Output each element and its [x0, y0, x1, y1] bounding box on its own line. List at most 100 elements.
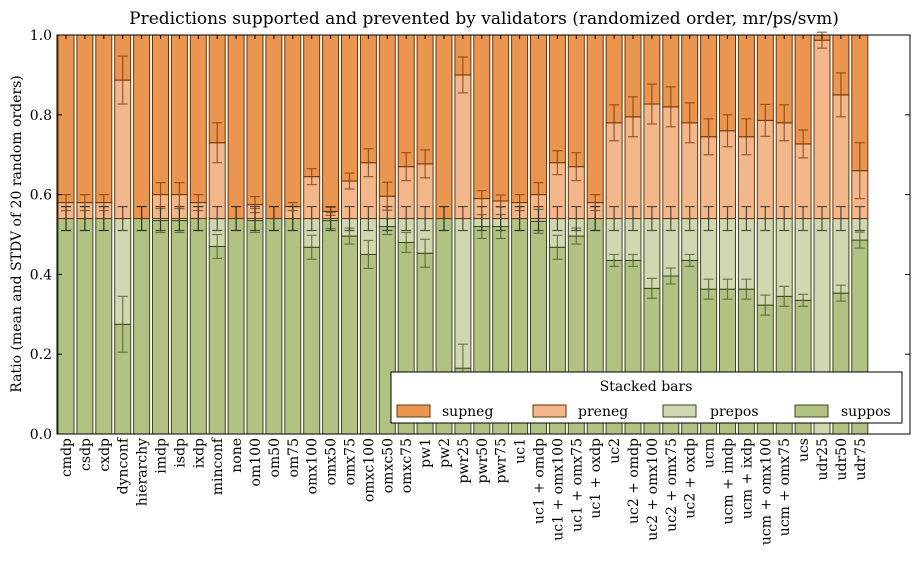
bar-supneg — [322, 34, 340, 212]
error-bar-preneg — [628, 96, 638, 138]
x-tick-label: pwr25 — [456, 438, 472, 483]
bar-suppos — [170, 220, 188, 435]
x-tick-label: pw1 — [418, 438, 434, 468]
bar-supneg — [511, 34, 529, 204]
bar-prepos — [756, 218, 774, 306]
x-tick-label: cmdp — [59, 438, 75, 477]
x-tick-label: none — [229, 438, 245, 473]
error-bar-preneg — [344, 172, 355, 190]
error-bar-prepos — [628, 205, 638, 232]
legend-swatch-suppos — [794, 404, 829, 418]
error-bar-preneg — [174, 182, 185, 208]
error-bar-prepos — [136, 205, 147, 232]
error-bar-prepos — [268, 205, 279, 232]
x-tick-label: omxc100 — [361, 438, 377, 502]
x-tick-label: uc1 + omdp — [532, 438, 548, 524]
bar-suppos — [208, 245, 226, 435]
error-bar-prepos — [344, 205, 355, 232]
error-bar-suppos — [779, 285, 790, 307]
bar-supneg — [284, 34, 302, 208]
error-bar-preneg — [193, 194, 204, 212]
error-bar-suppos — [212, 233, 223, 260]
bar-supneg — [416, 34, 434, 165]
bar-supneg — [227, 34, 245, 220]
x-tick-label: pwr50 — [475, 438, 491, 483]
x-tick-label: isdp — [172, 438, 188, 468]
bar-supneg — [246, 34, 264, 206]
bar-supneg — [341, 34, 358, 182]
error-bar-suppos — [760, 294, 771, 316]
error-bar-prepos — [117, 205, 128, 232]
bar-supneg — [473, 34, 491, 200]
error-bar-prepos — [457, 205, 468, 232]
error-bar-suppos — [609, 253, 620, 268]
error-bar-preneg — [79, 194, 90, 212]
bar-supneg — [57, 34, 75, 204]
bar-supneg — [133, 34, 151, 220]
legend: Stacked bars supneg preneg prepos suppos — [390, 371, 903, 424]
error-bar-suppos — [420, 238, 431, 268]
error-bar-suppos — [798, 293, 809, 307]
error-bar-prepos — [703, 205, 714, 232]
bar-suppos — [57, 218, 75, 435]
x-tick-label: om50 — [267, 438, 283, 478]
x-tick-label: ucm + ixdp — [739, 438, 755, 519]
bar-suppos — [246, 220, 264, 435]
x-tick-label: udr25 — [815, 438, 831, 481]
bar-supneg — [567, 34, 585, 168]
error-bar-preneg — [533, 182, 544, 208]
x-tick-label: minconf — [210, 436, 226, 495]
legend-label-preneg: preneg — [578, 404, 628, 420]
error-bar-preneg — [457, 56, 468, 94]
x-tick-label: pw2 — [437, 438, 453, 468]
plot-frame — [56, 34, 911, 435]
bar-suppos — [341, 235, 358, 435]
error-bar-prepos — [609, 205, 620, 232]
legend-label-prepos: prepos — [710, 404, 759, 420]
error-bar-prepos — [363, 205, 374, 232]
error-bar-preneg — [665, 86, 676, 128]
error-bar-suppos — [306, 234, 317, 260]
bar-preneg — [454, 74, 472, 220]
error-bar-preneg — [382, 181, 393, 211]
bar-supneg — [397, 34, 415, 168]
bar-suppos — [189, 218, 207, 435]
error-bar-preneg — [420, 149, 431, 179]
error-bar-prepos — [212, 205, 223, 232]
error-bar-suppos — [684, 253, 695, 268]
error-bar-prepos — [741, 205, 752, 232]
error-bar-preneg — [684, 102, 695, 144]
error-bar-prepos — [760, 205, 771, 232]
x-tick-label: om75 — [286, 438, 302, 478]
bar-supneg — [95, 34, 113, 204]
y-tick-label: 0.8 — [30, 108, 52, 124]
bar-supneg — [378, 34, 396, 197]
bar-suppos — [284, 218, 302, 435]
y-tick-label: 0.2 — [30, 347, 52, 363]
bar-suppos — [95, 218, 113, 435]
x-tick-label: uc2 + omdp — [626, 438, 642, 524]
bar-supneg — [548, 34, 566, 164]
error-bar-preneg — [854, 142, 865, 200]
error-bar-prepos — [854, 205, 865, 232]
error-bar-preneg — [325, 206, 336, 216]
error-bar-preneg — [835, 72, 846, 118]
bar-suppos — [133, 218, 151, 435]
error-bar-preneg — [798, 129, 809, 159]
bar-supneg — [303, 34, 321, 178]
error-bar-preneg — [250, 195, 260, 214]
legend-label-suppos: suppos — [841, 404, 891, 420]
x-tick-label: om100 — [248, 438, 264, 486]
x-tick-label: omxc50 — [380, 438, 396, 493]
error-bar-preneg — [98, 194, 109, 212]
bar-supneg — [359, 34, 377, 164]
error-bar-preneg — [212, 122, 223, 164]
error-bar-prepos — [779, 205, 790, 232]
error-bar-preneg — [155, 182, 166, 208]
error-bar-preneg — [779, 104, 790, 142]
error-bar-preneg — [760, 103, 771, 137]
y-tick-label: 0.4 — [30, 267, 52, 283]
x-tick-label: cxdp — [97, 438, 113, 472]
bar-supneg — [170, 34, 188, 196]
x-tick-label: udr50 — [834, 438, 850, 481]
